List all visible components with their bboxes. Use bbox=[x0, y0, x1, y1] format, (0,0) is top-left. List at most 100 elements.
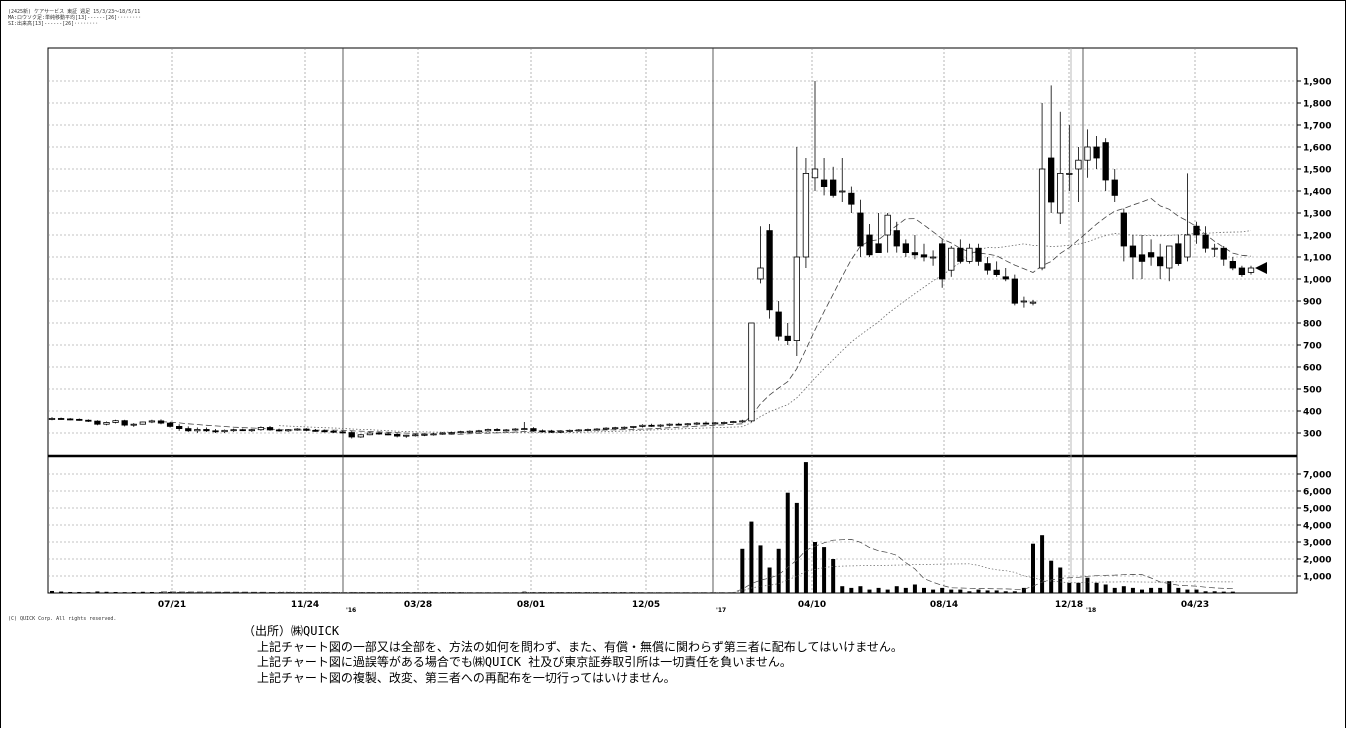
candle-body bbox=[321, 430, 328, 433]
disclaimer: （出所）㈱QUICK 上記チャート図の一部又は全部を、方法の如何を問わず、また、… bbox=[243, 624, 903, 686]
candle bbox=[793, 147, 800, 356]
volume-bar bbox=[140, 591, 145, 593]
disclaimer-line-2: 上記チャート図に過誤等がある場合でも㈱QUICK 社及び東京証券取引所は一切責任… bbox=[257, 655, 792, 669]
candle-body bbox=[757, 267, 764, 280]
price-tick-label: 1,800 bbox=[1303, 100, 1331, 110]
candle bbox=[67, 418, 74, 421]
chart-header-line1: (2425新) ケアサービス 東証 週足 15/3/23～18/5/11 bbox=[8, 9, 141, 15]
candle-body bbox=[48, 418, 56, 420]
candle bbox=[1048, 85, 1055, 213]
candle bbox=[1029, 299, 1037, 306]
candle-body bbox=[285, 429, 292, 432]
chart-grid bbox=[47, 47, 1301, 594]
candle bbox=[984, 257, 991, 275]
volume-bar bbox=[831, 559, 836, 593]
price-tick-label: 1,400 bbox=[1303, 188, 1331, 198]
candle-body bbox=[721, 422, 728, 424]
candle-body bbox=[194, 429, 201, 432]
candle-body bbox=[566, 429, 573, 432]
candle bbox=[1020, 296, 1028, 308]
volume-bar bbox=[876, 587, 881, 593]
candle-body bbox=[548, 430, 555, 433]
volume-bar bbox=[985, 590, 990, 593]
candle bbox=[221, 429, 228, 433]
volume-tick-label: 1,000 bbox=[1303, 573, 1331, 583]
candle-body bbox=[730, 421, 737, 423]
volume-bar bbox=[377, 592, 381, 594]
candle bbox=[121, 419, 128, 427]
candle-body bbox=[1184, 234, 1191, 258]
candle-body bbox=[503, 429, 510, 432]
volume-bar bbox=[1021, 587, 1026, 593]
candle-body bbox=[148, 420, 156, 423]
candle bbox=[657, 424, 664, 428]
volume-bar bbox=[50, 590, 54, 593]
date-tick-label: 08/01 bbox=[517, 600, 545, 610]
candle bbox=[266, 425, 274, 431]
candle-body bbox=[1038, 168, 1046, 269]
volume-bar bbox=[576, 592, 581, 594]
volume-tick-label: 6,000 bbox=[1303, 488, 1331, 498]
candle bbox=[330, 430, 337, 433]
volume-bar bbox=[822, 547, 827, 593]
candle bbox=[575, 429, 582, 432]
candle-body bbox=[512, 428, 519, 431]
copyright: (C) QUICK Corp. All rights reserved. bbox=[8, 616, 117, 622]
volume-bar bbox=[113, 591, 118, 593]
ma-13-line bbox=[160, 197, 1252, 435]
candle bbox=[1220, 246, 1227, 266]
candle-body bbox=[403, 434, 410, 437]
candle-body bbox=[948, 247, 955, 271]
candle-body bbox=[357, 434, 364, 438]
candle bbox=[1238, 265, 1246, 277]
volume-bar bbox=[177, 592, 182, 593]
candle-body bbox=[784, 335, 791, 342]
volume-bar bbox=[740, 548, 745, 593]
candle bbox=[348, 431, 355, 439]
candle-body bbox=[1157, 256, 1164, 267]
volume-bar bbox=[386, 592, 391, 594]
candle-body bbox=[1220, 247, 1227, 260]
candle-body bbox=[830, 179, 837, 196]
candle-body bbox=[1093, 146, 1100, 159]
volume-bar bbox=[912, 584, 917, 593]
volume-bar bbox=[622, 592, 627, 594]
candle-body bbox=[584, 429, 592, 431]
candle-body bbox=[884, 214, 891, 236]
volume-ma-26-line bbox=[279, 563, 1233, 593]
candle bbox=[766, 224, 773, 319]
date-tick-label: 07/21 bbox=[158, 600, 186, 610]
candle-body bbox=[457, 431, 464, 434]
volume-tick-label: 5,000 bbox=[1303, 505, 1331, 515]
candle-body bbox=[257, 427, 265, 431]
candle bbox=[748, 322, 755, 422]
candle bbox=[421, 433, 428, 437]
candle bbox=[1002, 268, 1009, 282]
price-tick-label: 1,300 bbox=[1303, 210, 1331, 220]
candle bbox=[321, 429, 328, 433]
candle bbox=[929, 250, 937, 266]
volume-bar bbox=[1149, 587, 1154, 593]
candle bbox=[375, 431, 383, 435]
volume-bar bbox=[168, 591, 173, 593]
candle-body bbox=[648, 424, 655, 427]
volume-bar bbox=[295, 592, 300, 594]
candle-body bbox=[1002, 276, 1009, 280]
candle bbox=[966, 243, 973, 264]
candle-body bbox=[166, 422, 174, 427]
volume-bar bbox=[813, 542, 817, 593]
volume-tick-label: 4,000 bbox=[1303, 522, 1331, 532]
candle bbox=[403, 434, 410, 438]
price-tick-label: 1,700 bbox=[1303, 122, 1331, 132]
candle-body bbox=[739, 420, 746, 423]
volume-bar bbox=[131, 591, 136, 593]
volume-bar bbox=[1040, 535, 1045, 593]
candle-body bbox=[630, 425, 637, 428]
candle-body bbox=[412, 434, 419, 437]
volume-bar bbox=[967, 591, 972, 593]
volume-bar bbox=[776, 548, 781, 593]
candle bbox=[139, 421, 146, 425]
candle-body bbox=[493, 429, 501, 431]
volume-bar bbox=[1003, 591, 1008, 593]
candle bbox=[475, 429, 483, 433]
